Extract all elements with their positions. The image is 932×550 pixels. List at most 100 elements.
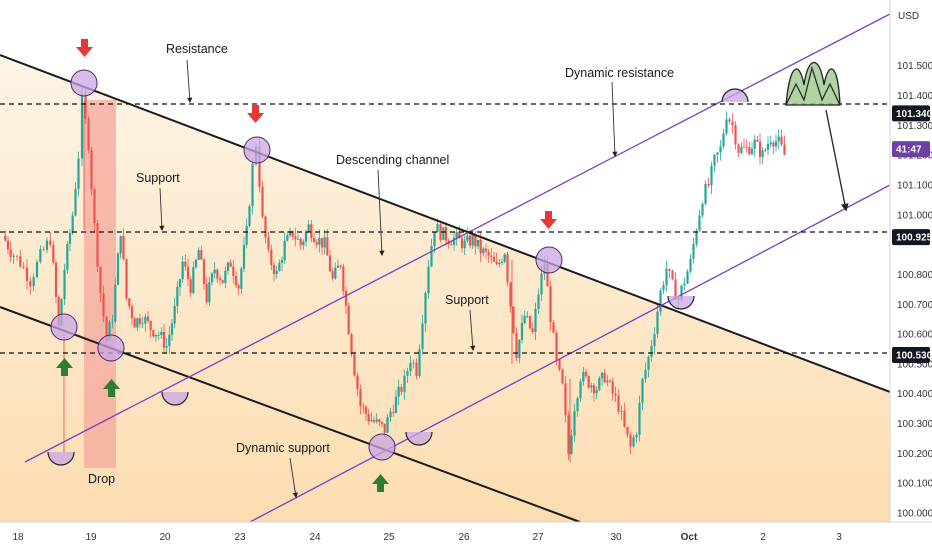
y-tick-label: 101.300 <box>897 121 932 132</box>
candle-body <box>294 236 297 239</box>
candle-body <box>339 265 342 267</box>
candle-body <box>4 235 7 241</box>
candle-body <box>288 230 292 236</box>
y-tick-label: 100.700 <box>897 300 932 311</box>
candle-body <box>753 139 756 149</box>
candle-body <box>471 234 474 246</box>
price-tag-label: 41:47 <box>896 145 922 156</box>
candle-body <box>125 259 128 299</box>
candle-body <box>728 119 731 122</box>
candle-body <box>540 273 543 295</box>
x-tick-label: 24 <box>309 532 321 543</box>
candle-body <box>108 322 111 341</box>
touch-circle <box>70 69 98 97</box>
candle-body <box>479 239 482 254</box>
candle-body <box>334 267 337 279</box>
candle-body <box>713 154 716 166</box>
candle-body <box>248 206 251 227</box>
label-support-right: Support <box>445 293 489 307</box>
candle-body <box>418 349 421 376</box>
candle-body <box>114 284 117 322</box>
candles <box>4 86 786 463</box>
candle-body <box>518 339 521 359</box>
candle-body <box>320 238 324 248</box>
price-tag-box <box>892 105 930 122</box>
candle-body <box>406 371 409 376</box>
candle-body <box>234 276 238 286</box>
candle-body <box>119 235 122 254</box>
candle-body <box>45 240 49 250</box>
candle-body <box>772 142 775 147</box>
candle-body <box>128 298 131 307</box>
candle-body <box>389 411 392 418</box>
candle-body <box>659 290 662 312</box>
candle-body <box>567 415 570 454</box>
candle-body <box>397 386 400 397</box>
candle-body <box>590 385 593 388</box>
bounce-marker <box>721 88 749 103</box>
candle-body <box>165 346 168 348</box>
candle-body <box>671 270 674 280</box>
up-arrow <box>372 474 389 492</box>
candle-body <box>200 250 203 260</box>
x-tick-label: 25 <box>383 532 395 543</box>
candle-body <box>598 378 601 390</box>
candle-body <box>25 267 29 282</box>
candle-body <box>116 253 120 285</box>
y-tick-label: 101.000 <box>897 210 932 221</box>
candle-body <box>176 287 179 306</box>
candle-body <box>99 266 102 294</box>
candle-body <box>74 188 77 216</box>
candle-body <box>731 121 734 126</box>
candle-body <box>181 261 184 280</box>
candle-body <box>603 372 606 383</box>
candle-body <box>573 411 576 436</box>
candle-body <box>160 332 163 335</box>
candle-body <box>725 119 728 134</box>
candle-body <box>537 294 540 309</box>
candle-body <box>534 308 537 333</box>
candle-body <box>528 316 532 329</box>
candle-body <box>564 383 567 416</box>
touch-circle <box>368 433 396 461</box>
candle-body <box>205 284 208 303</box>
candle-body <box>595 389 598 394</box>
candle-body <box>328 255 332 272</box>
candle-body <box>184 261 187 267</box>
candle-body <box>32 277 35 287</box>
candle-body <box>52 244 55 263</box>
candle-body <box>668 268 671 271</box>
candle-body <box>178 279 182 288</box>
channel-fill <box>0 55 890 522</box>
candle-body <box>342 266 345 291</box>
signal-arrows <box>56 39 557 492</box>
candle-body <box>716 152 719 155</box>
candle-body <box>707 184 710 186</box>
candle-body <box>490 255 493 257</box>
candle-body <box>647 356 650 370</box>
candle-body <box>748 147 751 155</box>
time-axis <box>0 522 932 550</box>
touch-circle <box>535 246 563 274</box>
candle-body <box>506 254 509 283</box>
candle-body <box>9 249 12 257</box>
candle-body <box>503 254 506 262</box>
touch-circles <box>50 69 563 461</box>
candle-body <box>359 389 362 407</box>
candle-body <box>63 269 66 300</box>
candle-body <box>331 271 334 279</box>
candle-body <box>769 142 772 145</box>
candle-body <box>347 305 350 335</box>
candle-body <box>704 184 707 204</box>
candle-body <box>450 244 453 246</box>
y-tick-label: 101.400 <box>897 91 932 102</box>
bounce-marker <box>161 391 189 406</box>
candle-body <box>774 141 778 147</box>
candle-body <box>468 235 472 246</box>
label-drop: Drop <box>88 472 115 486</box>
projected-path <box>785 65 841 106</box>
candle-body <box>526 316 529 317</box>
candle-body <box>251 163 254 207</box>
candle-body <box>90 150 93 190</box>
candle-body <box>218 278 222 281</box>
